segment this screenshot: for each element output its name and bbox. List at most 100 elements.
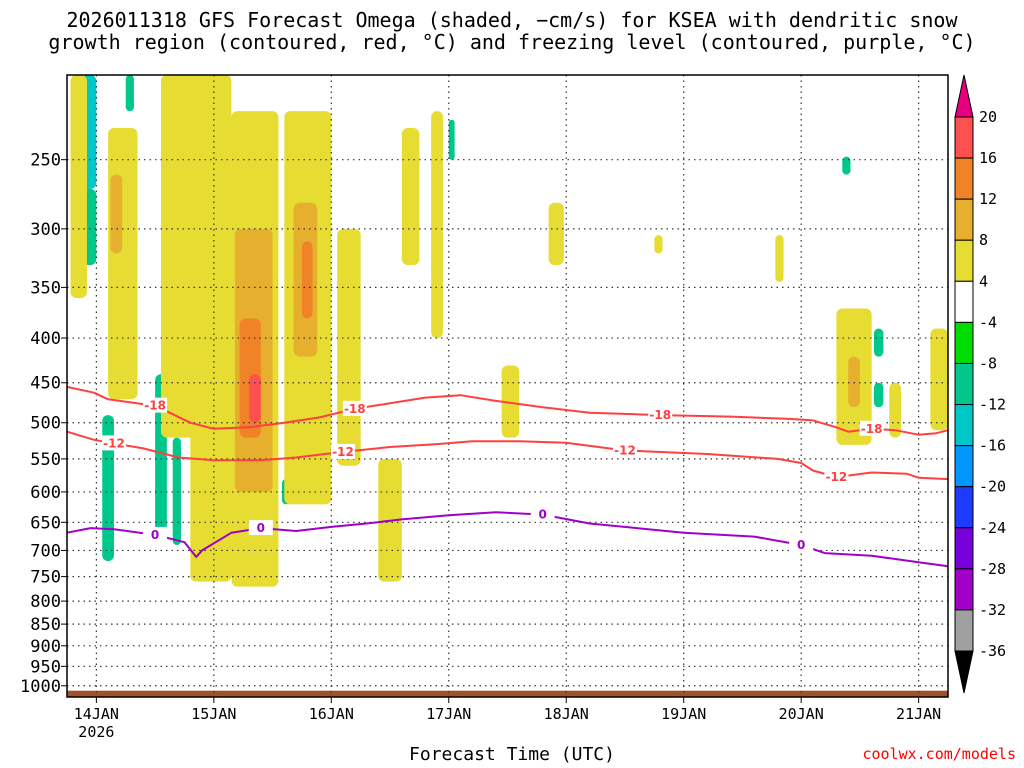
y-tick-label: 950 (30, 657, 61, 677)
colorbar-bin (954, 321, 974, 364)
y-tick-label: 550 (30, 450, 61, 470)
colorbar-label: -4 (979, 313, 997, 331)
colorbar-label: -28 (979, 560, 1006, 578)
contour-label: -18 (144, 399, 166, 413)
contour-label: 0 (257, 521, 265, 535)
omega-cell (125, 75, 134, 112)
contour-label: -12 (332, 445, 354, 459)
colorbar-label: -20 (979, 478, 1006, 496)
colorbar-bin (954, 239, 974, 282)
omega-cell (873, 382, 884, 408)
x-tick-label: 18JAN (544, 705, 589, 723)
x-tick-label: 15JAN (191, 705, 236, 723)
contour-lines: -18 -18 -18 -18 -12 -12 -12 -12 0 0 0 0 (66, 385, 949, 568)
x-year-label: 2026 (78, 723, 114, 741)
omega-cell (337, 228, 361, 466)
contour-label-bg (342, 400, 367, 416)
colorbar-label: 20 (979, 108, 997, 126)
colorbar-label: 8 (979, 231, 988, 249)
colorbar-bin (954, 445, 974, 488)
contour-label-bg (648, 407, 673, 423)
x-tick-label: 14JAN (74, 705, 119, 723)
colorbar-under-triangle (954, 650, 974, 694)
colorbar-over-triangle (954, 74, 974, 118)
y-tick-label: 300 (30, 220, 61, 240)
y-axis-ticks: 2503003504004505005506006507007508008509… (20, 151, 67, 697)
credit-text: coolwx.com/models (862, 745, 1016, 763)
omega-cell (190, 75, 232, 582)
omega-cell (70, 75, 87, 299)
omega-cell (842, 156, 851, 175)
contour-label: 0 (151, 528, 159, 542)
colorbar-label: -24 (979, 519, 1006, 537)
colorbar: 20 16 12 8 4 -4 -8 -12 -16 -20 -24 -28 -32 -36 (954, 74, 1006, 694)
y-tick-label: 500 (30, 414, 61, 434)
contour-label-bg (248, 520, 273, 536)
colorbar-bin (954, 527, 974, 570)
chart-title: 2026011318 GFS Forecast Omega (shaded, −… (66, 8, 958, 32)
omega-cell (654, 235, 663, 254)
colorbar-bin (954, 280, 974, 323)
omega-cell (172, 437, 181, 545)
colorbar-bin (954, 116, 974, 159)
omega-cell (108, 128, 138, 400)
colorbar-label: 12 (979, 190, 997, 208)
y-tick-label: 850 (30, 615, 61, 635)
chart-subtitle: growth region (contoured, red, °C) and f… (48, 30, 976, 54)
y-tick-label: 800 (30, 592, 61, 612)
colorbar-label: 4 (979, 272, 988, 290)
y-tick-label: 250 (30, 151, 61, 171)
colorbar-label: -36 (979, 642, 1006, 660)
y-tick-label: 600 (30, 483, 61, 503)
omega-cell (889, 382, 902, 438)
contour-label: -12 (103, 436, 125, 450)
omega-cell (301, 241, 313, 319)
y-tick-label: 900 (30, 637, 61, 657)
omega-cell (102, 415, 114, 562)
colorbar-label: 16 (979, 149, 997, 167)
contour-label: -12 (826, 470, 848, 484)
contour-label-bg (143, 397, 168, 413)
contour-label-bg (530, 506, 555, 522)
y-tick-label: 1000 (20, 677, 61, 697)
x-tick-label: 19JAN (661, 705, 706, 723)
colorbar-label: -8 (979, 354, 997, 372)
y-tick-label: 400 (30, 329, 61, 349)
omega-cell (873, 328, 884, 357)
colorbar-bin (954, 157, 974, 200)
colorbar-bin (954, 198, 974, 241)
contour-label-bg (789, 536, 814, 552)
y-tick-label: 350 (30, 278, 61, 298)
omega-cell (448, 119, 455, 160)
colorbar-bin (954, 486, 974, 529)
y-tick-label: 650 (30, 513, 61, 533)
colorbar-bin (954, 609, 974, 652)
y-tick-label: 450 (30, 374, 61, 394)
colorbar-label: -16 (979, 437, 1006, 455)
contour-label-bg (612, 442, 637, 458)
contour-label-bg (859, 420, 884, 436)
ground-fill (67, 690, 948, 697)
y-tick-label: 700 (30, 541, 61, 561)
omega-cell (548, 202, 564, 266)
omega-cell (930, 328, 948, 431)
omega-cell (401, 128, 420, 266)
contour-label-bg (331, 443, 356, 459)
x-tick-label: 16JAN (309, 705, 354, 723)
contour-label-bg (824, 469, 849, 485)
plot-frame (66, 74, 949, 698)
x-tick-label: 17JAN (426, 705, 471, 723)
omega-cell (775, 235, 784, 282)
contour-label: 0 (797, 538, 805, 552)
colorbar-label: -12 (979, 396, 1006, 414)
grid-lines (67, 75, 948, 697)
contour-label: -18 (861, 422, 883, 436)
contour-label: -18 (649, 408, 671, 422)
contour-label: -12 (614, 444, 636, 458)
omega-cell (848, 356, 860, 408)
x-tick-label: 21JAN (896, 705, 941, 723)
colorbar-bin (954, 362, 974, 406)
x-tick-label: 20JAN (779, 705, 824, 723)
